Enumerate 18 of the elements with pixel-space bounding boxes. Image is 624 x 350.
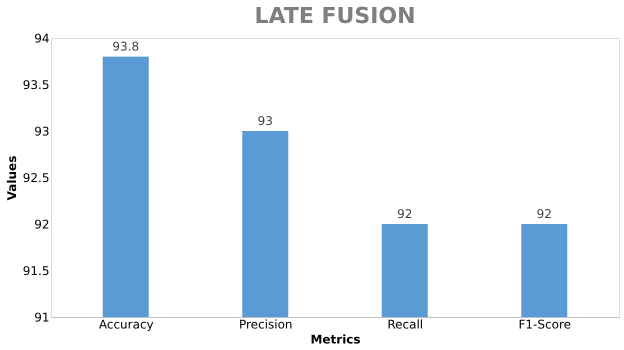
- x-tick-label: F1-Score: [518, 318, 571, 332]
- data-label: 93: [258, 114, 273, 128]
- y-tick-label: 93.5: [22, 78, 50, 92]
- data-label: 92: [536, 207, 552, 221]
- y-axis-title: Values: [4, 156, 19, 200]
- x-axis-title: Metrics: [310, 332, 361, 346]
- y-tick-label: 92: [34, 218, 50, 232]
- x-tick-label: Recall: [387, 318, 424, 332]
- y-tick-label: 93: [34, 124, 50, 138]
- y-tick-label: 91.5: [22, 264, 50, 278]
- chart-title: LATE FUSION: [254, 4, 416, 29]
- data-label: 92: [397, 207, 412, 221]
- y-tick-label: 91: [34, 310, 50, 324]
- x-tick-label: Precision: [238, 318, 293, 332]
- x-tick-label: Accuracy: [98, 318, 154, 332]
- y-tick-label: 92.5: [22, 171, 50, 185]
- data-label: 93.8: [112, 40, 140, 54]
- y-tick-label: 94: [34, 32, 50, 46]
